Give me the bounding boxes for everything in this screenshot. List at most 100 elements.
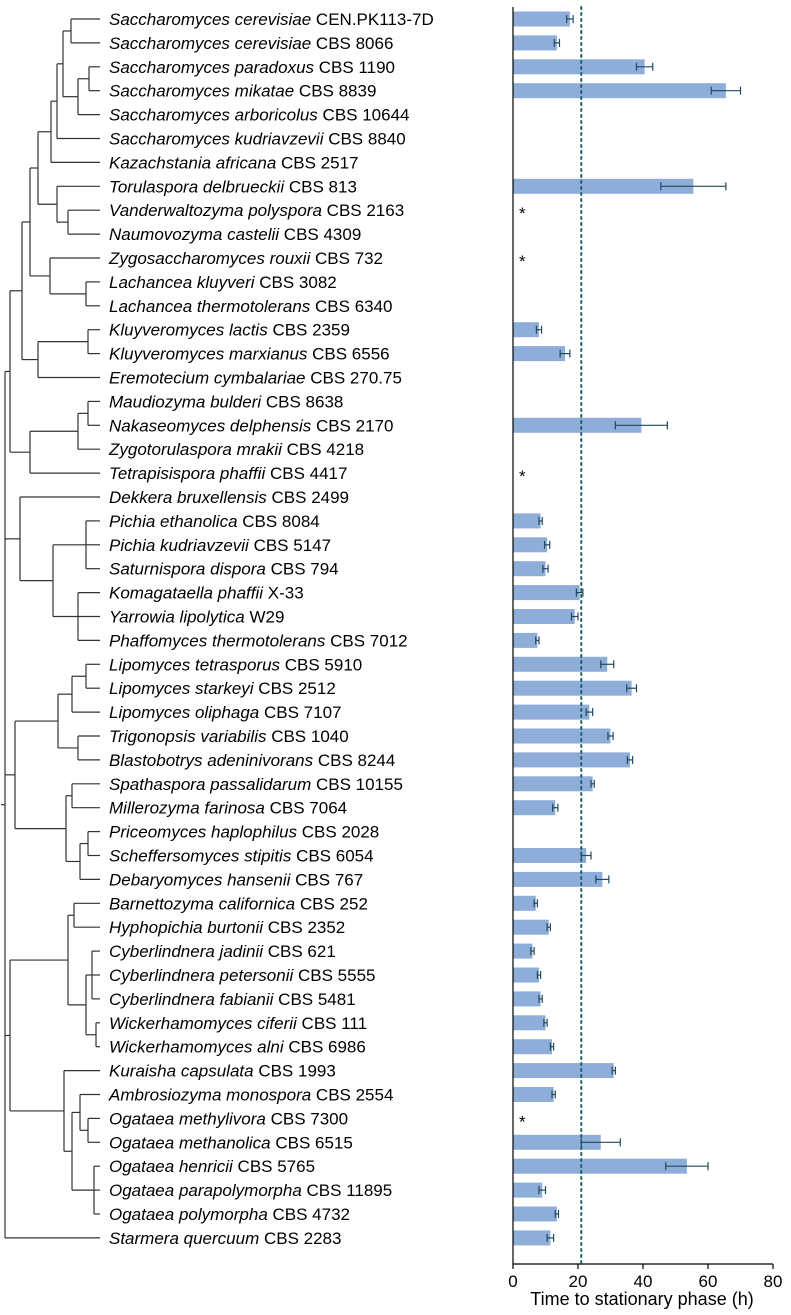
species-name: Trigonopsis variabilis [109, 727, 267, 746]
species-label: Lipomyces starkeyi CBS 2512 [109, 679, 336, 698]
error-bar [710, 86, 742, 95]
species-label: Torulaspora delbrueckii CBS 813 [109, 177, 357, 196]
species-name: Tetrapisispora phaffii [109, 464, 266, 483]
species-name: Wickerhamomyces alni [109, 1038, 285, 1057]
species-label: Kluyveromyces marxianus CBS 6556 [109, 345, 390, 364]
species-label: Zygotorulaspora mrakii CBS 4218 [108, 440, 364, 459]
strain-name: CBS 11895 [302, 1181, 392, 1200]
species-name: Scheffersomyces stipitis [109, 847, 292, 866]
species-name: Ogataea methylivora [109, 1109, 266, 1128]
species-name: Zygotorulaspora mrakii [108, 440, 283, 459]
bar [513, 656, 608, 672]
species-name: Lipomyces oliphaga [109, 703, 259, 722]
species-label: Pichia ethanolica CBS 8084 [109, 512, 320, 531]
error-bar [551, 1090, 556, 1099]
bar [513, 1087, 554, 1102]
species-name: Torulaspora delbrueckii [109, 177, 285, 196]
error-bar [546, 1233, 555, 1242]
species-name: Millerozyma farinosa [109, 799, 265, 818]
bar [513, 848, 587, 863]
bar [513, 585, 580, 601]
strain-name: X-33 [263, 584, 304, 603]
species-name: Hyphopichia burtonii [109, 918, 264, 937]
species-label: Ogataea parapolymorpha CBS 11895 [109, 1181, 392, 1200]
error-bar [559, 349, 571, 358]
species-name: Nakaseomyces delphensis [109, 416, 312, 435]
bar [513, 728, 611, 744]
species-name: Cyberlindnera jadinii [109, 942, 264, 961]
species-label: Zygosaccharomyces rouxii CBS 732 [108, 249, 383, 268]
bar [513, 11, 570, 27]
bar [513, 561, 546, 577]
species-labels: Saccharomyces cerevisiae CEN.PK113-7D Sac… [108, 10, 434, 1248]
strain-name: CBS 813 [284, 177, 357, 196]
strain-name: CBS 4309 [279, 225, 361, 244]
strain-name: CBS 3082 [255, 273, 337, 292]
no-growth-star: * [519, 204, 526, 223]
bar [513, 35, 557, 51]
species-name: Barnettozyma californica [109, 894, 295, 913]
bar [513, 609, 575, 624]
species-name: Zygosaccharomyces rouxii [108, 249, 311, 268]
species-label: Ambrosiozyma monospora CBS 2554 [108, 1086, 393, 1105]
species-label: Naumovozyma castelii CBS 4309 [109, 225, 361, 244]
species-label: Dekkera bruxellensis CBS 2499 [109, 488, 349, 507]
species-name: Komagataella phaffii [109, 584, 264, 603]
strain-name: W29 [245, 608, 285, 627]
species-name: Ambrosiozyma monospora [108, 1086, 311, 1105]
bar [513, 1015, 546, 1031]
bar [513, 1039, 552, 1055]
bar [513, 991, 541, 1007]
species-name: Pichia ethanolica [109, 512, 238, 531]
x-axis: 0 20 40 60 80 [508, 7, 782, 1291]
error-bar [549, 1042, 555, 1051]
error-bar [552, 803, 559, 812]
bar [513, 776, 593, 792]
species-name: Eremotecium cymbalariae [109, 369, 306, 388]
error-bar [538, 994, 543, 1003]
error-bar [611, 1066, 616, 1075]
species-name: Kuraisha capsulata [109, 1062, 254, 1081]
species-label: Yarrowia lipolytica W29 [109, 608, 284, 627]
species-name: Maudiozyma bulderi [109, 392, 262, 411]
error-bar [536, 971, 542, 979]
species-name: Saccharomyces cerevisiae [109, 34, 311, 53]
no-growth-star: * [519, 252, 526, 271]
error-bar [530, 947, 535, 956]
strain-name: CBS 2163 [322, 201, 404, 220]
species-name: Cyberlindnera fabianii [109, 990, 275, 1009]
error-bar [538, 516, 543, 525]
error-bar [614, 421, 668, 430]
no-growth-star: * [519, 467, 526, 486]
species-name: Ogataea polymorpha [109, 1205, 268, 1224]
error-bar [554, 1210, 560, 1218]
error-bar [607, 732, 614, 740]
error-bar [665, 1162, 709, 1171]
species-name: Saccharomyces kudriavzevii [109, 130, 325, 149]
strain-name: CBS 8839 [294, 82, 376, 101]
species-label: Maudiozyma bulderi CBS 8638 [109, 392, 343, 411]
error-bar [533, 899, 538, 908]
strain-name: CBS 621 [263, 942, 336, 961]
strain-name: CBS 8638 [261, 392, 343, 411]
strain-name: CBS 794 [266, 560, 339, 579]
species-label: Komagataella phaffii X-33 [109, 584, 304, 603]
bar [513, 871, 603, 887]
strain-name: CBS 2352 [263, 918, 345, 937]
strain-name: CBS 270.75 [306, 369, 402, 388]
error-bar [543, 1018, 548, 1027]
species-name: Saccharomyces paradoxus [109, 58, 315, 77]
strain-name: CBS 7300 [266, 1109, 348, 1128]
species-label: Lipomyces tetrasporus CBS 5910 [109, 655, 362, 674]
species-label: Wickerhamomyces ciferii CBS 111 [109, 1014, 367, 1033]
strain-name: CBS 1190 [314, 58, 395, 77]
species-name: Phaffomyces thermotolerans [109, 631, 326, 650]
species-label: Hyphopichia burtonii CBS 2352 [109, 918, 345, 937]
strain-name: CEN.PK113-7D [311, 10, 434, 29]
bar [513, 680, 632, 696]
species-name: Yarrowia lipolytica [109, 608, 245, 627]
strain-name: CBS 1040 [266, 727, 348, 746]
species-label: Ogataea polymorpha CBS 4732 [109, 1205, 350, 1224]
strain-name: CBS 2517 [276, 153, 358, 172]
